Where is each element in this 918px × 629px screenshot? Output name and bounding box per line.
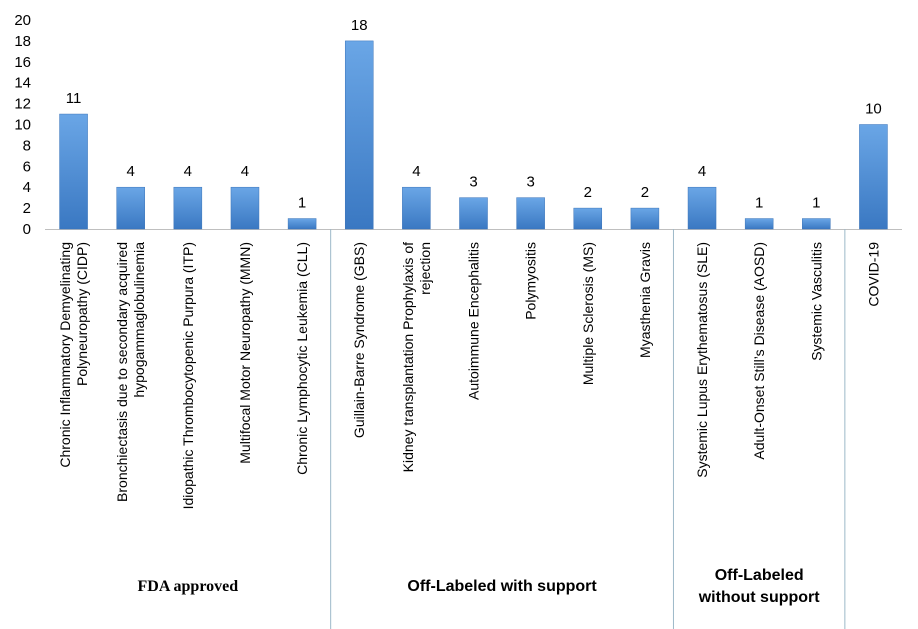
category-label-line: hypogammaglobulinemia: [131, 242, 147, 398]
category-label: Chronic Inflammatory Demyelinating Polyne…: [57, 242, 90, 468]
bar: [173, 186, 203, 230]
data-label: 4: [184, 163, 192, 180]
category-label-line: Chronic Lymphocytic Leukemia (CLL): [294, 242, 310, 475]
category-label-line: Autoimmune Encephalitis: [466, 242, 482, 400]
y-tick-label: 6: [23, 158, 31, 175]
category-label: Systemic Vasculitis: [808, 242, 824, 361]
category-label: Multiple Sclerosis (MS): [580, 242, 596, 385]
bar: [744, 218, 774, 230]
category-label-line: Chronic Inflammatory Demyelinating: [57, 242, 73, 468]
category-label: Bronchiectasis due to secondary acquired…: [114, 242, 147, 502]
category-label: Kidney transplantation Prophylaxis of rej…: [400, 242, 433, 472]
bar: [802, 218, 831, 230]
data-label: 11: [66, 90, 82, 107]
data-label: 1: [812, 195, 820, 212]
category-label-line: Systemic Lupus Erythematosus (SLE): [694, 242, 710, 478]
data-label: 4: [412, 163, 420, 180]
y-tick-label: 12: [14, 96, 31, 113]
bar: [344, 40, 374, 230]
data-label: 2: [641, 184, 649, 201]
data-label: 1: [755, 195, 763, 212]
data-label: 10: [865, 101, 882, 118]
bar: [459, 197, 488, 230]
category-label-line: Polyneuropathy (CIDP): [74, 242, 90, 386]
category-label: Systemic Lupus Erythematosus (SLE): [694, 242, 710, 478]
data-label: 18: [351, 17, 368, 34]
category-label-line: Adult-Onset Still’s Disease (AOSD): [751, 242, 767, 460]
y-tick-label: 2: [23, 200, 31, 217]
bar: [230, 186, 260, 230]
category-label: Autoimmune Encephalitis: [466, 242, 482, 400]
group-label: Off-Labeled with support: [407, 578, 597, 595]
bar: [116, 186, 145, 230]
category-label-line: Polymyositis: [523, 242, 539, 320]
bars: [59, 40, 888, 230]
category-label: Multifocal Motor Neuropathy (MMN): [237, 242, 253, 464]
bar: [59, 113, 88, 230]
category-label: Myasthenia Gravis: [637, 242, 653, 358]
category-label-line: Multiple Sclerosis (MS): [580, 242, 596, 385]
group-label: Off-Labeled: [715, 567, 804, 584]
bar: [630, 207, 660, 230]
category-label-line: Guillain-Barre Syndrome (GBS): [351, 242, 367, 438]
y-tick-label: 4: [23, 179, 31, 196]
category-label-line: COVID-19: [865, 242, 881, 307]
category-label-line: Systemic Vasculitis: [808, 242, 824, 361]
data-label: 4: [241, 163, 249, 180]
category-label-line: rejection: [417, 242, 433, 295]
y-tick-label: 0: [23, 221, 31, 238]
group-label: FDA approved: [138, 578, 239, 595]
data-label: 4: [698, 163, 706, 180]
bar: [859, 124, 888, 230]
group-label: without support: [698, 589, 821, 606]
category-label-line: Multifocal Motor Neuropathy (MMN): [237, 242, 253, 464]
category-label: Idiopathic Thrombocytopenic Purpura (ITP…: [180, 242, 196, 509]
y-tick-label: 18: [14, 33, 31, 50]
category-label-line: Myasthenia Gravis: [637, 242, 653, 358]
bar: [402, 186, 431, 230]
category-label: COVID-19: [865, 242, 881, 307]
category-label-line: Bronchiectasis due to secondary acquired: [114, 242, 130, 502]
category-label-line: Idiopathic Thrombocytopenic Purpura (ITP…: [180, 242, 196, 509]
category-labels: Chronic Inflammatory Demyelinating Polyne…: [57, 242, 881, 510]
bar: [687, 186, 717, 230]
category-label: Adult-Onset Still’s Disease (AOSD): [751, 242, 767, 460]
data-label: 1: [298, 195, 306, 212]
category-label-line: Kidney transplantation Prophylaxis of: [400, 242, 416, 472]
category-label: Chronic Lymphocytic Leukemia (CLL): [294, 242, 310, 475]
y-tick-label: 8: [23, 137, 31, 154]
category-label: Polymyositis: [523, 242, 539, 320]
bar: [573, 207, 603, 230]
y-tick-label: 10: [14, 117, 31, 134]
bar: [516, 197, 545, 230]
y-tick-label: 14: [14, 75, 31, 92]
data-label: 4: [127, 163, 135, 180]
category-label: Guillain-Barre Syndrome (GBS): [351, 242, 367, 438]
y-tick-label: 20: [14, 12, 31, 29]
group-separators: FDA approved Off-Labeled with support Off-…: [138, 229, 846, 629]
data-label: 3: [526, 174, 534, 191]
data-label: 2: [584, 184, 592, 201]
data-label: 3: [469, 174, 477, 191]
bar: [287, 218, 317, 230]
y-tick-label: 16: [14, 54, 31, 71]
